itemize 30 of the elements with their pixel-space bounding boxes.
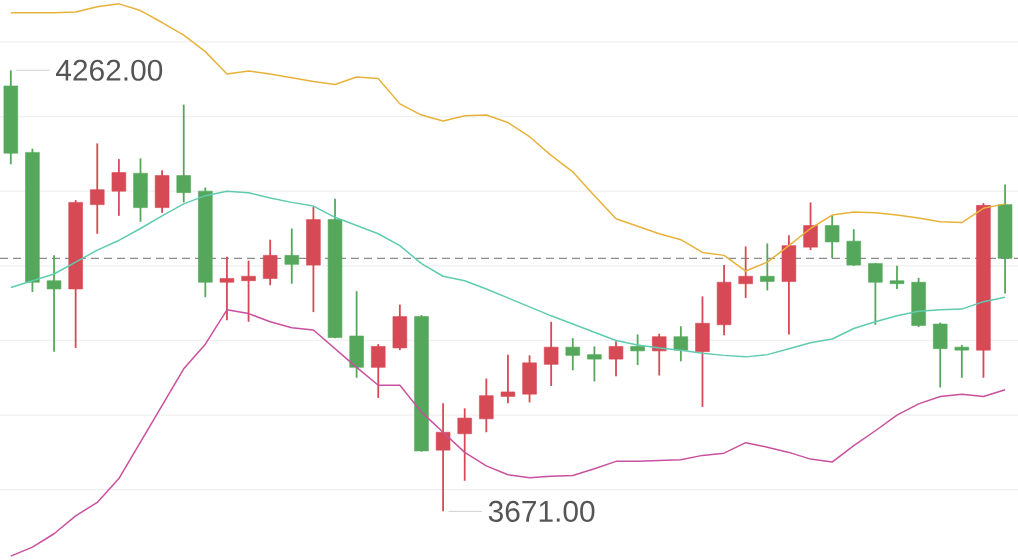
candlestick xyxy=(673,325,689,363)
candlestick xyxy=(565,337,580,372)
annotation: 4262.00 xyxy=(56,59,163,81)
candlestick xyxy=(479,377,494,434)
candlestick xyxy=(111,158,127,217)
candlestick xyxy=(457,407,472,482)
candlestick xyxy=(219,255,235,322)
candlestick xyxy=(630,333,645,366)
candlestick xyxy=(824,214,840,260)
candlestick xyxy=(543,320,559,387)
candlestick xyxy=(435,402,451,513)
candlestick xyxy=(90,142,105,235)
candlestick xyxy=(500,353,516,405)
annotation: 3671.00 xyxy=(488,500,595,522)
candlestick xyxy=(46,254,62,353)
candlestick xyxy=(760,242,775,292)
candlestick xyxy=(889,264,905,290)
candlestick xyxy=(587,345,602,383)
candlestick xyxy=(738,245,753,299)
candlestick xyxy=(803,201,818,252)
candlestick xyxy=(284,227,300,285)
candlestick xyxy=(371,343,386,399)
candlestick xyxy=(262,238,278,287)
candlestick xyxy=(241,259,256,323)
candlestick xyxy=(954,344,970,379)
candlestick xyxy=(608,340,624,378)
candlestick xyxy=(846,228,861,267)
candlestick xyxy=(652,332,667,377)
candlestick xyxy=(176,103,191,204)
candlestick xyxy=(868,261,883,326)
